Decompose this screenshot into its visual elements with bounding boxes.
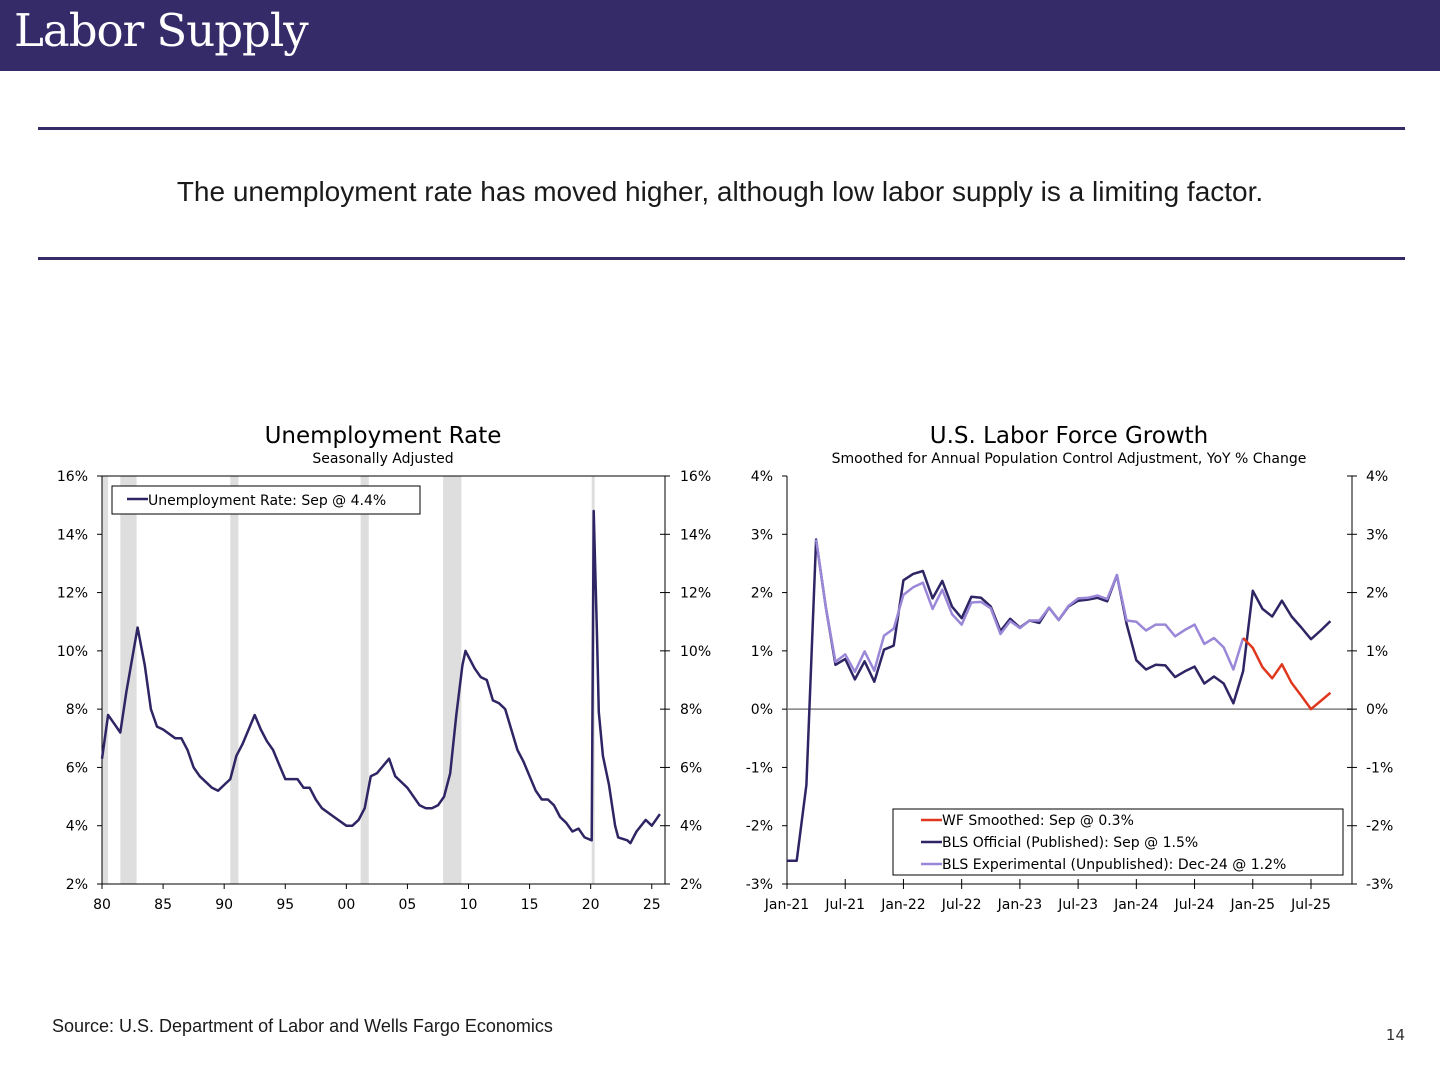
x-tick-label: Jan-21 [764,897,809,913]
y-tick-label-right: 3% [1366,527,1388,543]
y-tick-label: 0% [751,702,773,718]
chart-title: U.S. Labor Force Growth [930,423,1209,449]
chart-subtitle: Smoothed for Annual Population Control A… [832,451,1307,467]
y-tick-label-right: 6% [680,760,702,776]
y-tick-label: 12% [57,586,88,602]
y-tick-label-right: 0% [1366,702,1388,718]
y-tick-label-right: -1% [1366,760,1393,776]
chart-subtitle: Seasonally Adjusted [312,451,453,467]
y-tick-label: 4% [751,469,773,485]
y-tick-label-right: 2% [1366,586,1388,602]
x-tick-label: 00 [337,897,355,913]
x-tick-label: Jul-21 [824,897,865,913]
recession-band [102,476,109,884]
x-tick-label: 20 [582,897,600,913]
page-title: Labor Supply [14,4,309,57]
y-tick-label: 16% [57,469,88,485]
y-tick-label-right: 4% [680,819,702,835]
legend-label: Unemployment Rate: Sep @ 4.4% [148,493,386,509]
unemployment-rate-line [100,509,661,845]
source-note: Source: U.S. Department of Labor and Wel… [52,1016,553,1036]
y-tick-label-right: 2% [680,877,702,893]
y-tick-label: -2% [746,819,773,835]
unemployment-rate-chart: 2% 2% 4% 4% 6% 6% 8% 8% 10% 10% 12% 12% 14% 14% 16% 16%… [57,423,711,913]
y-tick-label: 3% [751,527,773,543]
x-tick-label: Jul-23 [1057,897,1098,913]
y-tick-label: -1% [746,760,773,776]
y-tick-label-right: 14% [680,527,711,543]
x-tick-label: 90 [215,897,233,913]
x-tick-label: 80 [93,897,111,913]
y-tick-label: 2% [751,586,773,602]
slide-subtitle: The unemployment rate has moved higher, … [176,176,1264,207]
x-tick-label: Jan-25 [1230,897,1275,913]
series-line-wf-smoothed [1242,637,1332,711]
legend-box [111,485,421,515]
plot-frame [101,475,666,885]
top-divider [38,127,1405,130]
y-tick-label: 14% [57,527,88,543]
chart-title: Unemployment Rate [265,423,502,449]
x-tick-label: Jul-24 [1174,897,1215,913]
y-tick-label: 8% [66,702,88,718]
y-tick-label-right: 10% [680,644,711,660]
page-number: 14 [1385,1026,1405,1044]
x-tick-label: 15 [521,897,539,913]
y-tick-label-right: 4% [1366,469,1388,485]
x-tick-label: Jan-22 [880,897,925,913]
bottom-divider [38,257,1405,260]
y-tick-label-right: 1% [1366,644,1388,660]
legend-label: WF Smoothed: Sep @ 0.3% [942,813,1134,829]
recession-band [230,476,239,884]
y-tick-label: 1% [751,644,773,660]
x-tick-label: 10 [460,897,478,913]
y-tick-label-right: -3% [1366,877,1393,893]
labor-force-growth-chart: -3% -3% -2% -2% -1% -1% 0% 0% 1% 1% 2% 2% 3% 3% 4% 4% Ja… [746,423,1394,913]
x-tick-label: 85 [154,897,172,913]
header-bar: Labor Supply [0,0,1440,71]
x-tick-label: 05 [399,897,417,913]
y-tick-label-right: 8% [680,702,702,718]
y-tick-label-right: 16% [680,469,711,485]
x-tick-label: 25 [643,897,661,913]
recession-band [360,476,369,884]
x-tick-label: Jan-24 [1113,897,1159,913]
x-tick-label: 95 [276,897,294,913]
y-tick-label: 4% [66,819,88,835]
legend-label: BLS Official (Published): Sep @ 1.5% [942,835,1198,851]
y-tick-label: 6% [66,760,88,776]
recession-band [443,476,462,884]
legend-box [892,808,1344,876]
y-tick-label: 2% [66,877,88,893]
x-tick-label: Jul-25 [1290,897,1331,913]
y-tick-label: 10% [57,644,88,660]
series-line-bls-experimental [814,539,1245,674]
y-tick-label-right: -2% [1366,819,1393,835]
x-tick-label: Jan-23 [997,897,1042,913]
y-tick-label-right: 12% [680,586,711,602]
x-tick-label: Jul-22 [941,897,982,913]
y-tick-label: -3% [746,877,773,893]
legend-label: BLS Experimental (Unpublished): Dec-24 @… [942,857,1286,873]
